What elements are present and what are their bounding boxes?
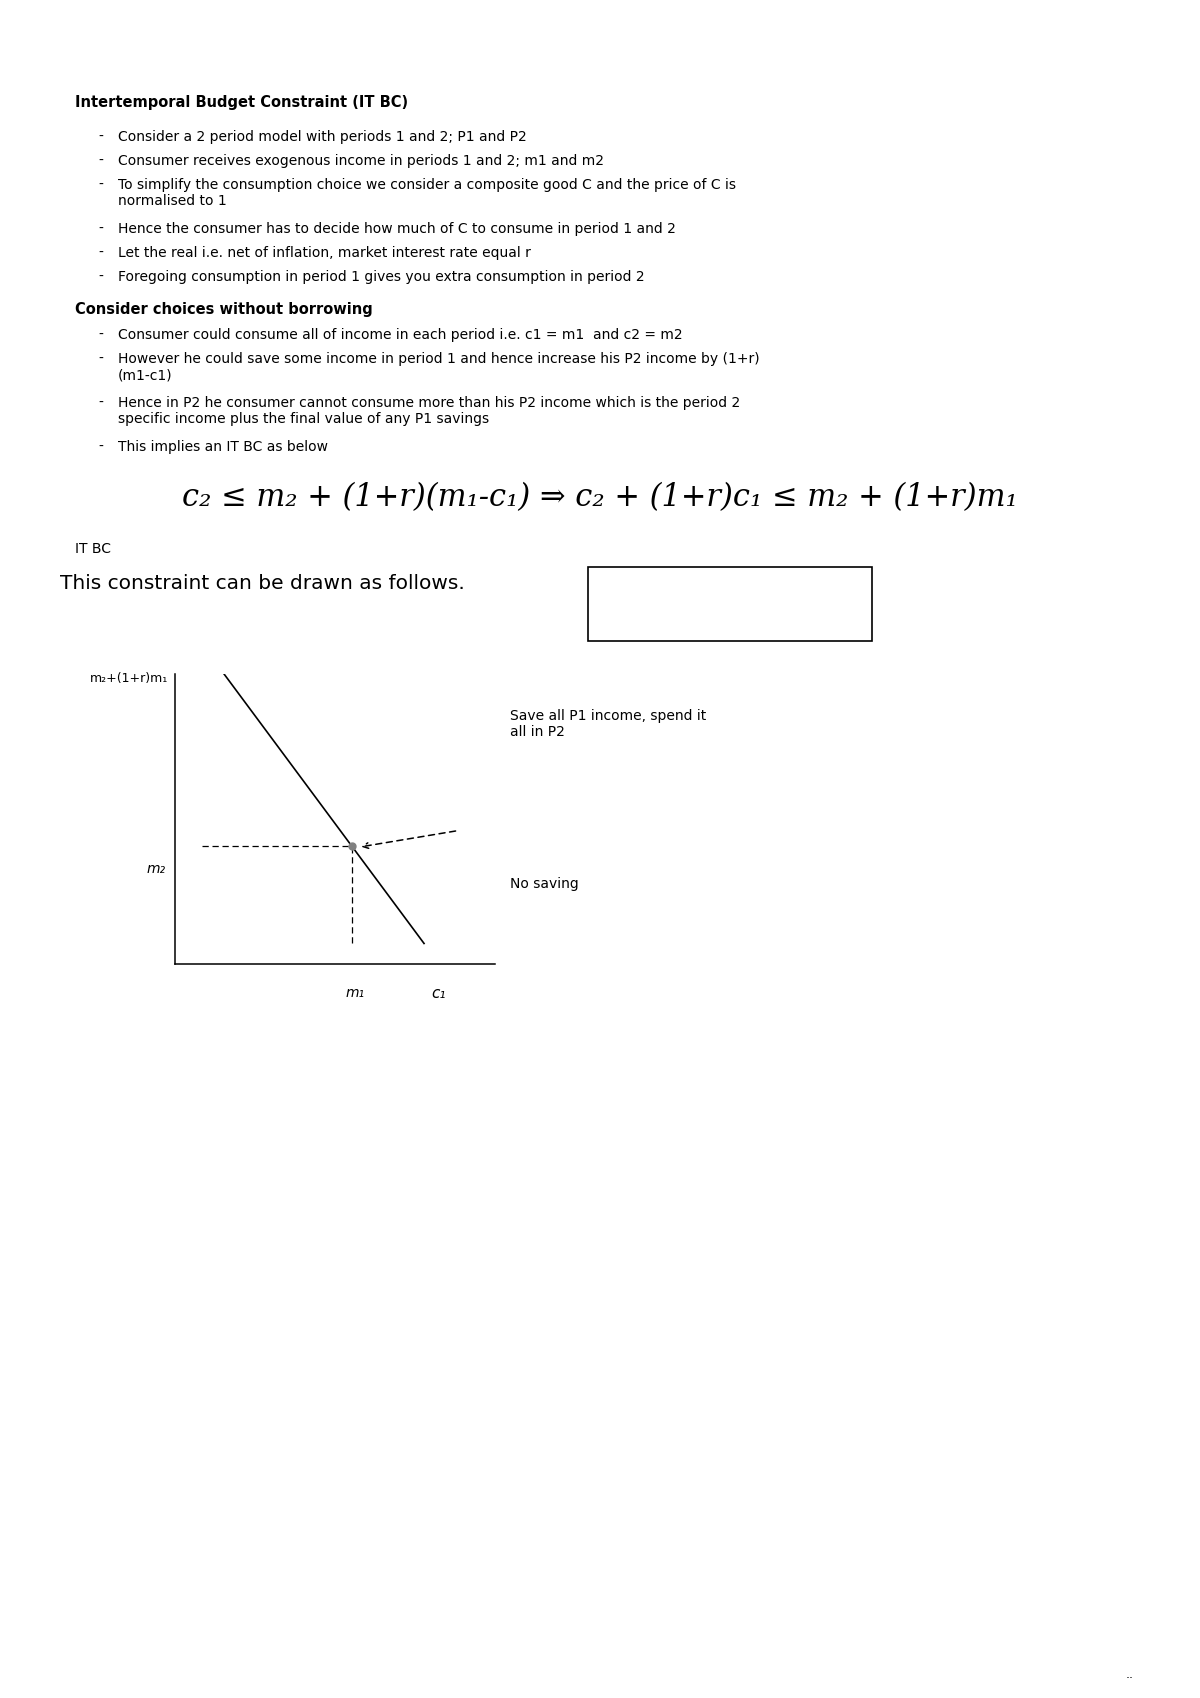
Text: This constraint can be drawn as follows.: This constraint can be drawn as follows. [60, 574, 464, 593]
Text: 1+r is the relative price of
P1 consumption in terms of
P2 consumption: 1+r is the relative price of P1 consumpt… [598, 577, 781, 620]
Text: IT BC: IT BC [74, 542, 112, 555]
Text: No saving: No saving [510, 876, 578, 891]
Text: -: - [98, 270, 103, 284]
Text: Consumer receives exogenous income in periods 1 and 2; m1 and m2: Consumer receives exogenous income in pe… [118, 155, 604, 168]
Text: Hence the consumer has to decide how much of C to consume in period 1 and 2: Hence the consumer has to decide how muc… [118, 222, 676, 236]
Text: -: - [98, 131, 103, 144]
Text: -: - [98, 246, 103, 260]
Text: Consumer could consume all of income in each period i.e. c1 = m1  and c2 = m2: Consumer could consume all of income in … [118, 328, 683, 341]
Text: -: - [98, 440, 103, 453]
Text: -: - [98, 328, 103, 341]
Text: c₂: c₂ [200, 705, 215, 718]
Text: -: - [98, 396, 103, 409]
Text: Consider a 2 period model with periods 1 and 2; P1 and P2: Consider a 2 period model with periods 1… [118, 131, 527, 144]
Text: Consider choices without borrowing: Consider choices without borrowing [74, 302, 373, 318]
Text: m₂+(1+r)m₁: m₂+(1+r)m₁ [90, 672, 168, 686]
Text: This implies an IT BC as below: This implies an IT BC as below [118, 440, 328, 453]
Text: To simplify the consumption choice we consider a composite good C and the price : To simplify the consumption choice we co… [118, 178, 736, 209]
Text: However he could save some income in period 1 and hence increase his P2 income b: However he could save some income in per… [118, 351, 760, 382]
Text: -: - [98, 178, 103, 192]
Text: -(1+r) slope: -(1+r) slope [296, 803, 379, 818]
Text: -: - [98, 222, 103, 236]
Text: Let the real i.e. net of inflation, market interest rate equal r: Let the real i.e. net of inflation, mark… [118, 246, 530, 260]
Text: ..: .. [1126, 1667, 1134, 1681]
Text: Foregoing consumption in period 1 gives you extra consumption in period 2: Foregoing consumption in period 1 gives … [118, 270, 644, 284]
Text: Save all P1 income, spend it
all in P2: Save all P1 income, spend it all in P2 [510, 710, 707, 739]
Text: Hence in P2 he consumer cannot consume more than his P2 income which is the peri: Hence in P2 he consumer cannot consume m… [118, 396, 740, 426]
FancyBboxPatch shape [588, 567, 872, 642]
Text: m₂: m₂ [148, 863, 166, 876]
Text: c₂ ≤ m₂ + (1+r)(m₁-c₁) ⇒ c₂ + (1+r)c₁ ≤ m₂ + (1+r)m₁: c₂ ≤ m₂ + (1+r)(m₁-c₁) ⇒ c₂ + (1+r)c₁ ≤ … [182, 482, 1018, 513]
Text: -: - [98, 351, 103, 367]
Text: -: - [98, 155, 103, 168]
Text: Intertemporal Budget Constraint (IT BC): Intertemporal Budget Constraint (IT BC) [74, 95, 408, 110]
Text: m₁: m₁ [346, 987, 365, 1000]
Text: c₁: c₁ [431, 987, 445, 1002]
